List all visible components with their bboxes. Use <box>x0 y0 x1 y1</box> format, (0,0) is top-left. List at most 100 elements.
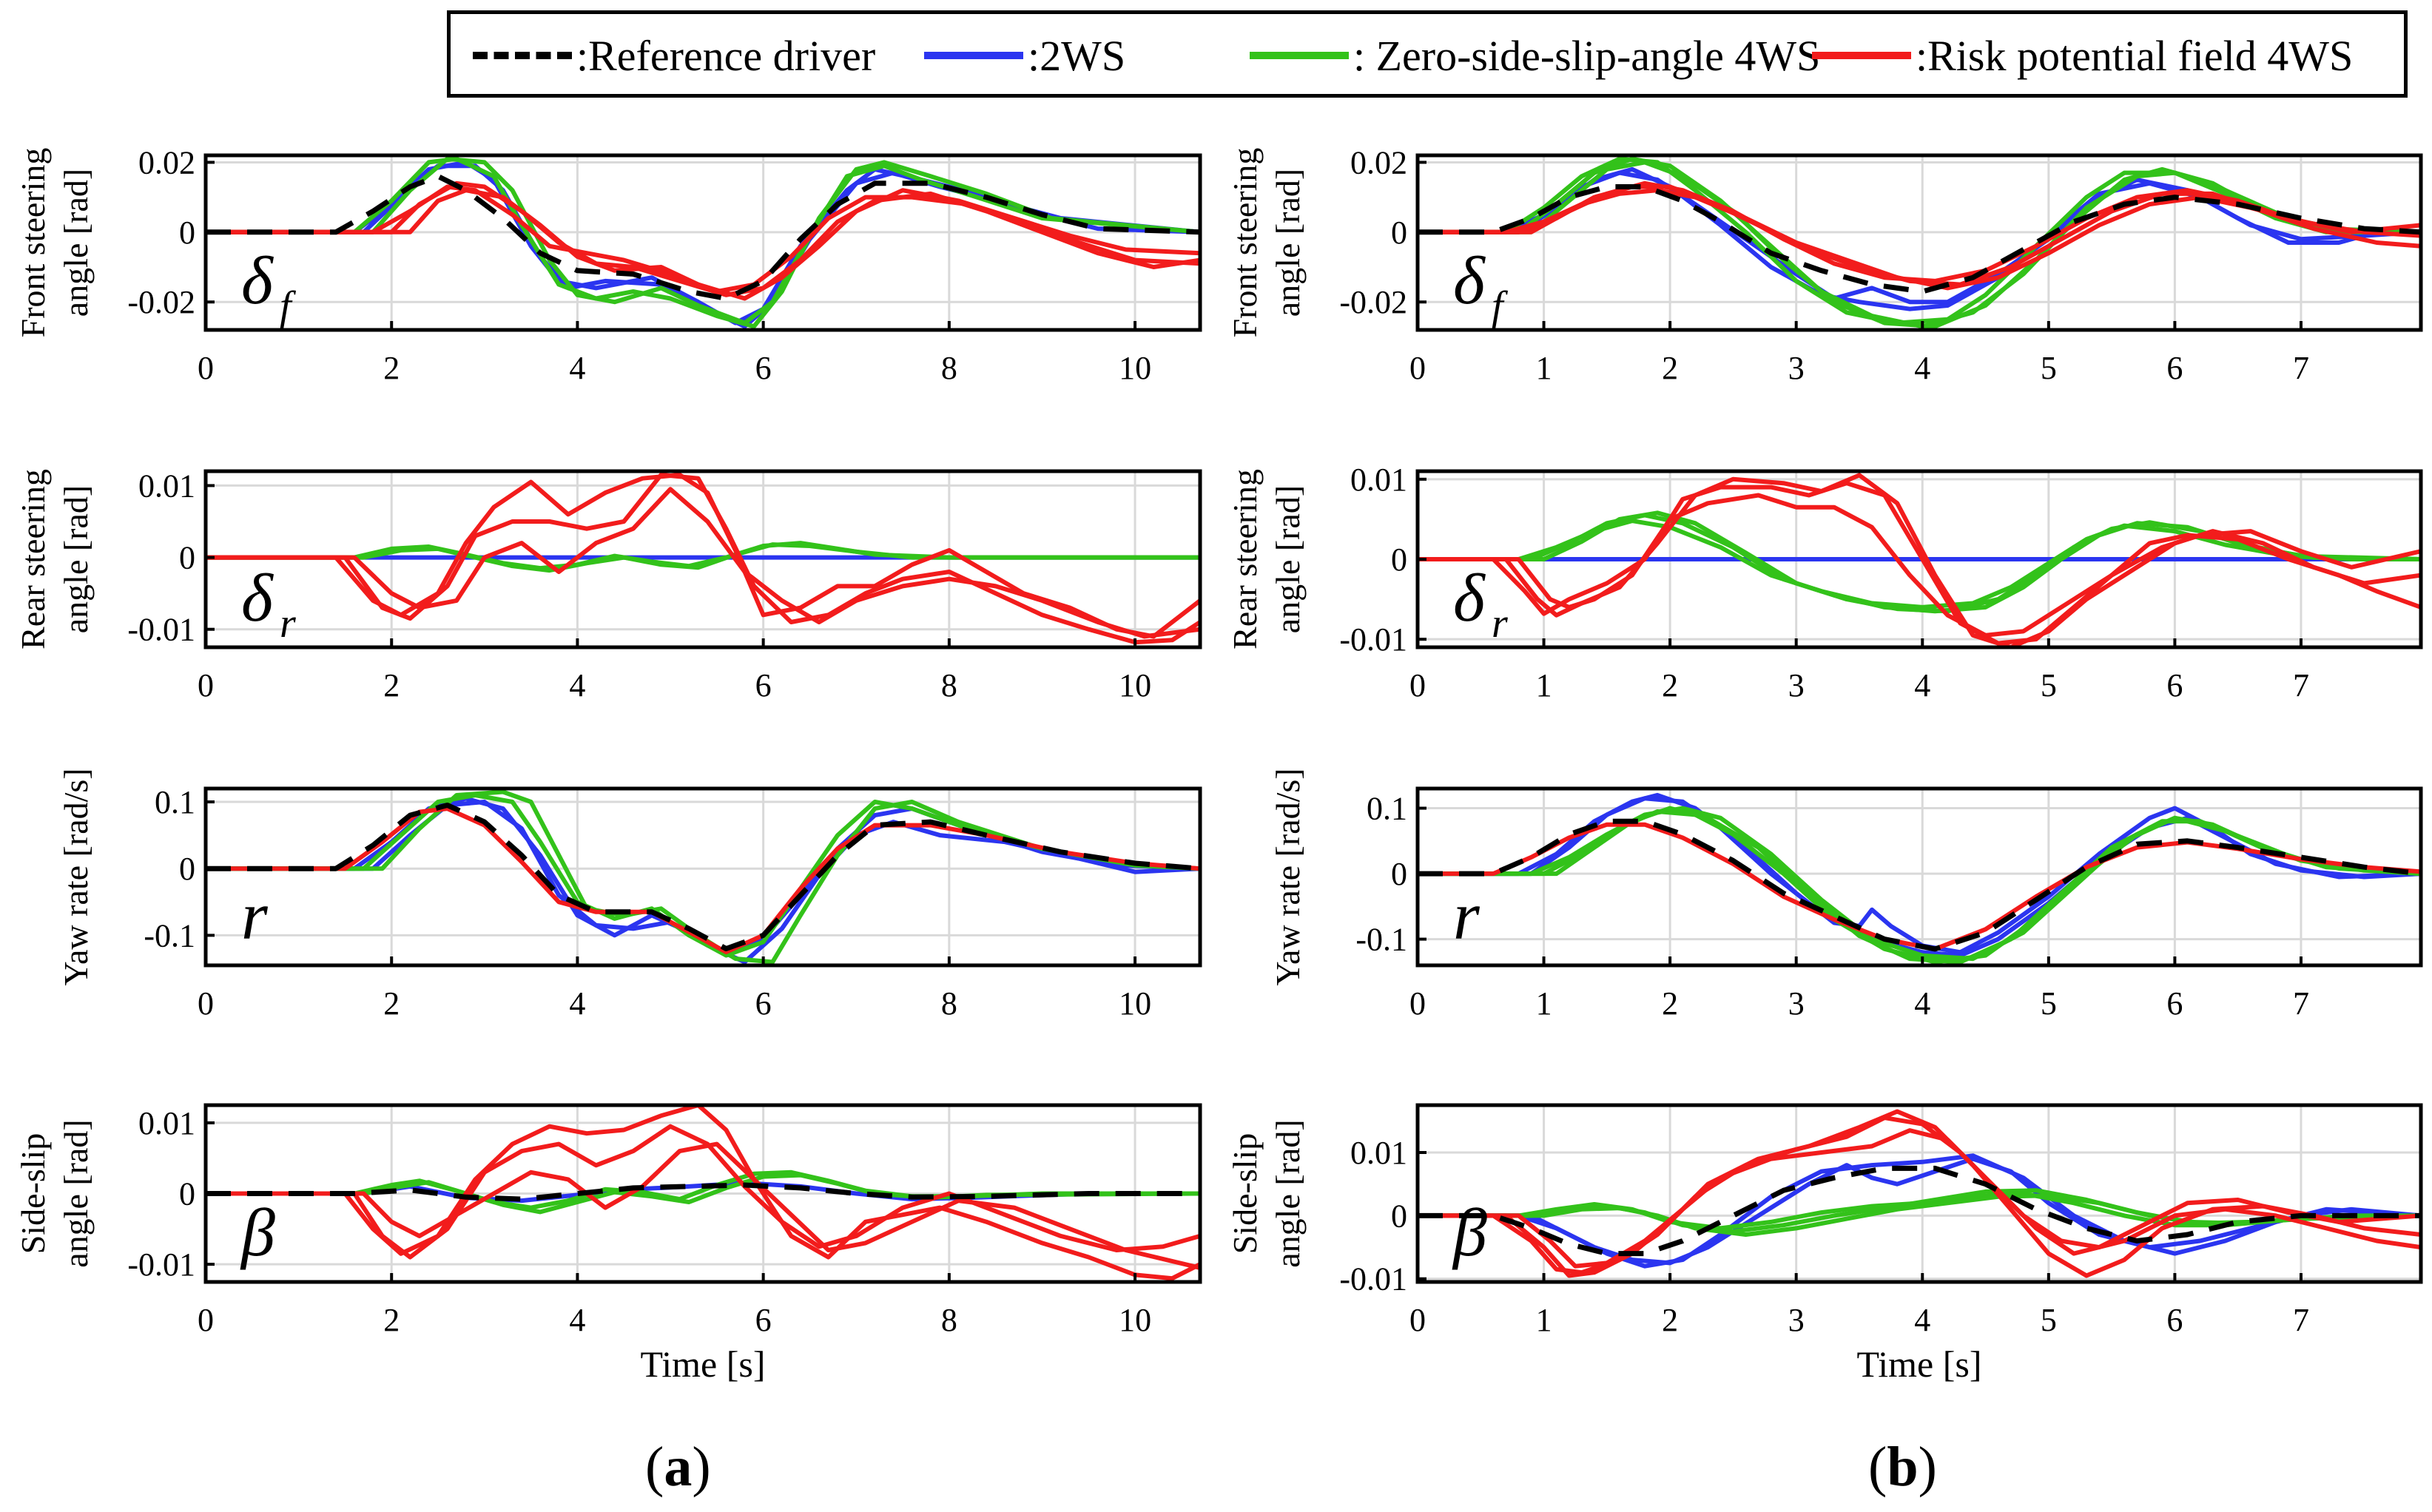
tick-label-x: 6 <box>755 667 772 703</box>
tick-label-x: 6 <box>2166 350 2183 386</box>
tick-label-x: 0 <box>1409 985 1426 1022</box>
panel-label-a-letter: a <box>664 1436 693 1498</box>
tick-label-y: -0.01 <box>1339 621 1407 658</box>
series-line-zssa <box>1418 510 2421 614</box>
tick-label-y: 0.01 <box>1350 462 1407 498</box>
tick-label-x: 0 <box>1409 350 1426 386</box>
tick-label-x: 10 <box>1119 985 1151 1022</box>
tick-label-x: 2 <box>383 667 400 703</box>
tick-label-y: -0.01 <box>1339 1261 1407 1297</box>
chart-a-0-series-group <box>206 156 1200 329</box>
tick-label-x: 4 <box>569 985 585 1022</box>
series-line-rpf <box>1418 1109 2421 1278</box>
symbol-annotation: δ <box>1453 243 1486 318</box>
tick-label-x: 2 <box>1662 1302 1678 1338</box>
series-line-zssa <box>1418 1193 2421 1237</box>
legend-item-2ws: :2WS <box>924 27 1125 84</box>
tick-label-y: -0.02 <box>1339 284 1407 320</box>
series-line-rpf <box>1418 1116 2421 1275</box>
tick-label-x: 7 <box>2293 667 2309 703</box>
tick-label-x: 7 <box>2293 985 2309 1022</box>
tick-label-x: 10 <box>1119 350 1151 386</box>
tick-label-y: 0 <box>179 540 195 576</box>
tick-label-x: 1 <box>1536 985 1552 1022</box>
tick-label-y: 0.01 <box>138 1105 195 1141</box>
symbol-annotation: r <box>1453 878 1481 954</box>
tick-label-x: 5 <box>2041 985 2057 1022</box>
symbol-subscript: r <box>280 601 296 647</box>
tick-label-y: 0 <box>1391 541 1407 578</box>
tick-label-x: 3 <box>1788 667 1805 703</box>
tick-label-x: 10 <box>1119 1302 1151 1338</box>
tick-label-y: -0.02 <box>127 284 195 320</box>
series-line-ref <box>1418 818 2421 952</box>
tick-label-x: 7 <box>2293 1302 2309 1338</box>
axis-label-y: Yaw rate [rad/s] <box>1269 768 1307 985</box>
legend-label-zssa: : Zero-side-slip-angle 4WS <box>1353 31 1821 80</box>
tick-label-y: -0.1 <box>1355 922 1407 958</box>
tick-label-x: 3 <box>1788 1302 1805 1338</box>
legend-item-reference: :Reference driver <box>473 27 875 84</box>
tick-label-x: 0 <box>198 350 214 386</box>
legend-label-2ws: :2WS <box>1028 31 1126 80</box>
axis-label-y: Front steering <box>14 148 52 338</box>
chart-a-1-frame <box>203 469 1202 649</box>
tick-label-x: 8 <box>941 667 957 703</box>
tick-label-x: 5 <box>2041 1302 2057 1338</box>
series-line-zssa <box>206 156 1200 325</box>
series-line-twoWS <box>1418 166 2421 311</box>
tick-label-y: -0.01 <box>127 612 195 648</box>
chart-b-0-series-group <box>1418 156 2421 329</box>
series-line-rpf <box>1418 481 2421 646</box>
series-line-ref <box>1418 1165 2421 1257</box>
axis-label-y: angle [rad] <box>1269 485 1307 634</box>
chart-a-2-series-group <box>206 789 1200 965</box>
tick-label-y: 0 <box>1391 215 1407 251</box>
axis-label-y: angle [rad] <box>1269 1119 1307 1268</box>
tick-label-x: 6 <box>2166 985 2183 1022</box>
tick-label-x: 0 <box>1409 1302 1426 1338</box>
tick-label-y: 0.01 <box>138 468 195 504</box>
series-line-zssa <box>1418 160 2421 329</box>
tick-label-x: 4 <box>1914 1302 1930 1338</box>
tick-label-x: 0 <box>198 1302 214 1338</box>
tick-label-x: 4 <box>569 350 585 386</box>
tick-label-x: 8 <box>941 985 957 1022</box>
axis-label-y: Side-slip <box>14 1133 52 1255</box>
tick-label-y: 0 <box>1391 856 1407 892</box>
series-line-zssa <box>206 156 1200 329</box>
axis-label-y: angle [rad] <box>57 485 95 634</box>
axis-label-y: angle [rad] <box>57 169 95 317</box>
legend-label-reference: :Reference driver <box>576 31 876 80</box>
tick-label-x: 4 <box>1914 350 1930 386</box>
tick-label-x: 2 <box>1662 350 1678 386</box>
series-line-twoWS <box>1418 796 2421 958</box>
legend-swatch-zssa <box>1250 52 1349 59</box>
tick-label-y: 0 <box>179 851 195 887</box>
chart-a-0-plot-area <box>206 155 1200 330</box>
tick-label-x: 1 <box>1536 350 1552 386</box>
tick-label-y: 0 <box>1391 1198 1407 1234</box>
series-line-rpf <box>206 1141 1200 1270</box>
tick-label-y: 0.1 <box>1367 791 1407 827</box>
panel-label-b-open: ( <box>1868 1436 1887 1498</box>
chart-b-0-frame <box>1415 153 2423 332</box>
series-line-ref <box>206 1182 1200 1202</box>
symbol-annotation: δ <box>241 243 274 318</box>
series-line-zssa <box>206 542 1200 573</box>
panel-label-b-close: ) <box>1918 1436 1937 1498</box>
legend-swatch-2ws <box>924 52 1023 59</box>
legend-item-zssa: : Zero-side-slip-angle 4WS <box>1250 27 1820 84</box>
axis-label-y: angle [rad] <box>57 1119 95 1268</box>
axis-label-x: Time [s] <box>640 1343 765 1385</box>
axis-label-y: Rear steering <box>1226 469 1264 649</box>
legend-item-rpf: :Risk potential field 4WS <box>1812 27 2353 84</box>
chart-b-3-frame <box>1415 1103 2423 1284</box>
tick-label-x: 2 <box>1662 985 1678 1022</box>
series-line-ref <box>206 173 1200 301</box>
tick-label-y: 0.1 <box>155 784 195 820</box>
axis-label-y: Side-slip <box>1226 1133 1264 1255</box>
